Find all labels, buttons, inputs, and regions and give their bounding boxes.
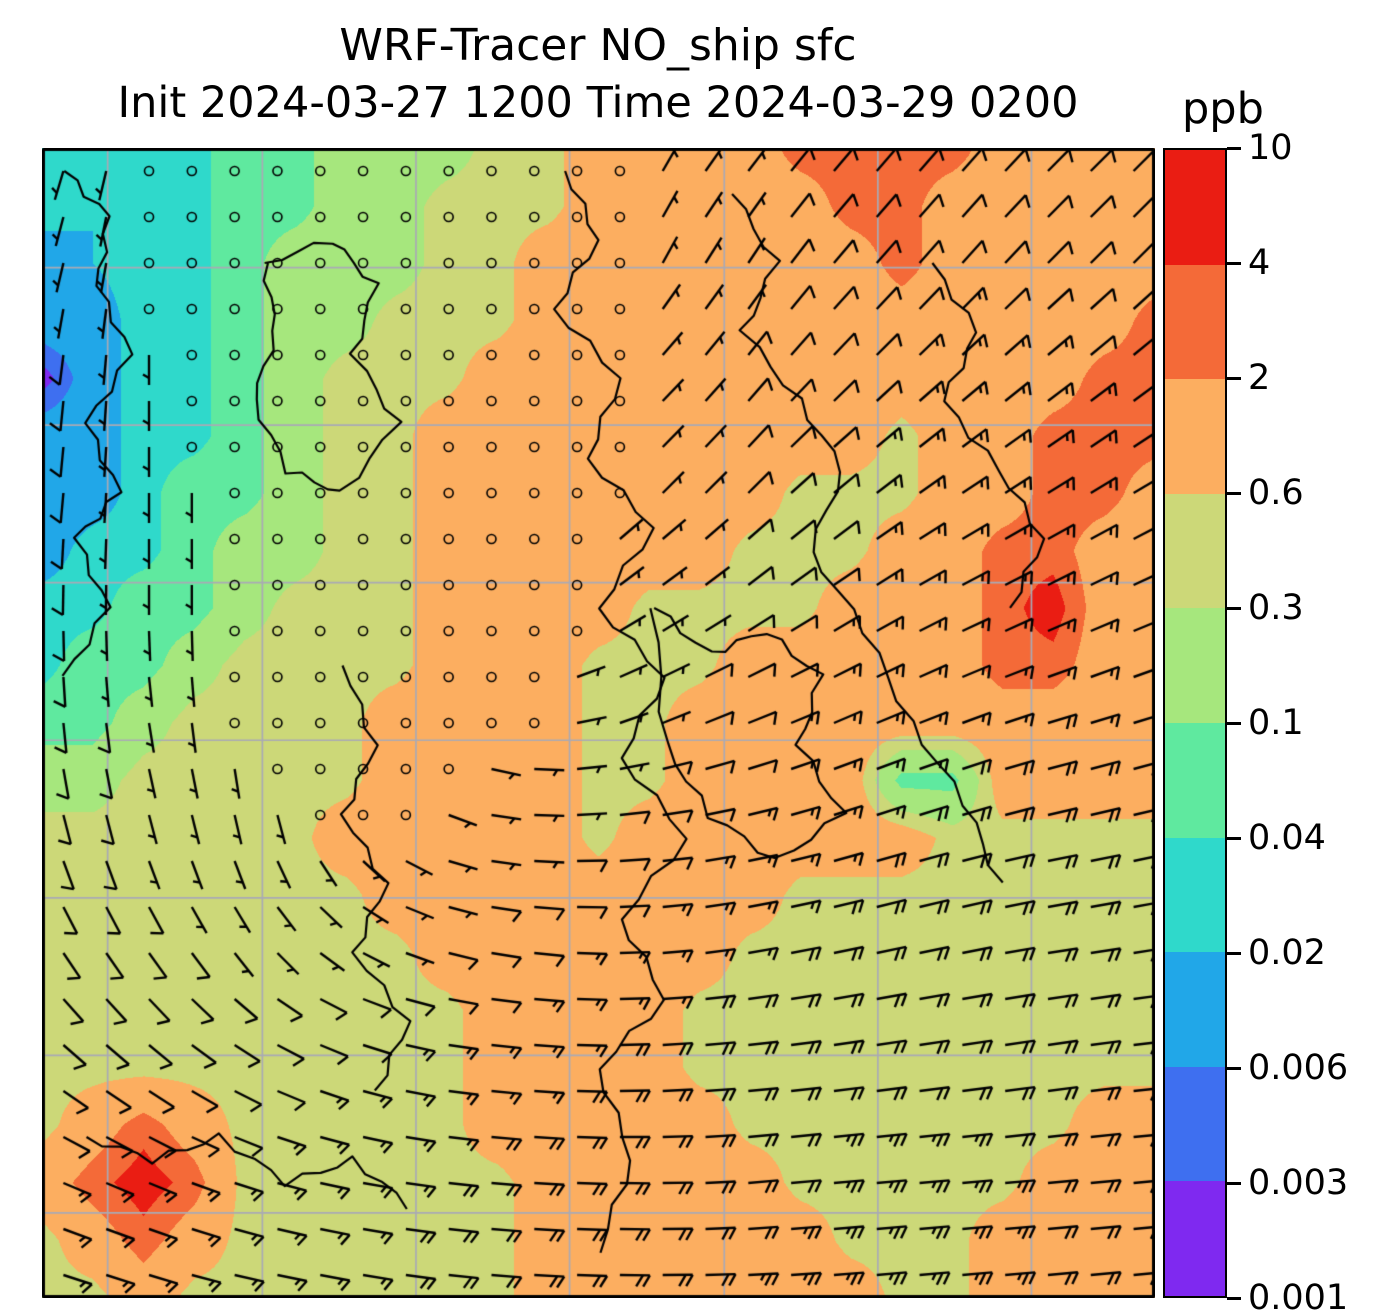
colorbar-segment xyxy=(1165,264,1225,380)
colorbar-tick xyxy=(1227,951,1241,955)
colorbar-tick xyxy=(1227,1181,1241,1185)
colorbar-tick xyxy=(1227,376,1241,380)
colorbar-segment xyxy=(1165,837,1225,953)
colorbar-segment xyxy=(1165,1066,1225,1182)
colorbar-tick-label: 0.003 xyxy=(1248,1163,1349,1203)
colorbar-tick-label: 4 xyxy=(1248,243,1271,283)
chart-title: WRF-Tracer NO_ship sfc xyxy=(339,20,857,71)
colorbar xyxy=(1163,148,1227,1298)
colorbar-tick-label: 2 xyxy=(1248,358,1271,398)
chart-subtitle: Init 2024-03-27 1200 Time 2024-03-29 020… xyxy=(117,78,1079,128)
colorbar-segment xyxy=(1165,150,1225,265)
colorbar-tick-label: 0.02 xyxy=(1248,933,1326,973)
colorbar-segment xyxy=(1165,493,1225,609)
colorbar-tick xyxy=(1227,606,1241,610)
colorbar-tick xyxy=(1227,491,1241,495)
colorbar-segment xyxy=(1165,1181,1225,1296)
colorbar-tick-label: 10 xyxy=(1248,128,1293,168)
colorbar-tick-label: 0.3 xyxy=(1248,588,1304,628)
colorbar-tick xyxy=(1227,721,1241,725)
colorbar-segment xyxy=(1165,722,1225,838)
map-canvas xyxy=(42,148,1155,1298)
colorbar-tick xyxy=(1227,261,1241,265)
colorbar-tick xyxy=(1227,836,1241,840)
colorbar-tick-label: 0.006 xyxy=(1248,1048,1349,1088)
colorbar-tick-label: 0.001 xyxy=(1248,1278,1349,1313)
colorbar-tick-label: 0.04 xyxy=(1248,818,1326,858)
colorbar-segment xyxy=(1165,952,1225,1067)
colorbar-segment xyxy=(1165,379,1225,494)
colorbar-tick-label: 0.1 xyxy=(1248,703,1304,743)
colorbar-segment xyxy=(1165,608,1225,723)
colorbar-tick-label: 0.6 xyxy=(1248,473,1304,513)
units-label: ppb xyxy=(1182,84,1264,134)
colorbar-tick xyxy=(1227,146,1241,150)
colorbar-tick xyxy=(1227,1066,1241,1070)
colorbar-tick xyxy=(1227,1296,1241,1300)
